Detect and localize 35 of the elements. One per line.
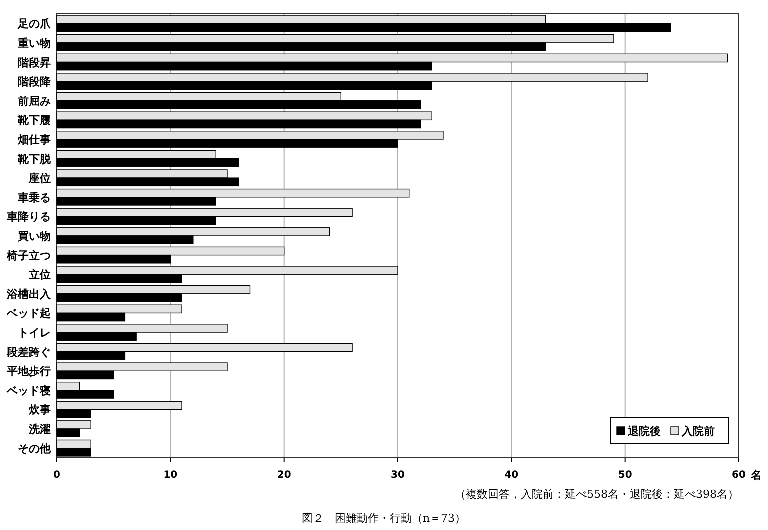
x-tick-label: 30 (391, 470, 405, 481)
y-tick-label: 足の爪 (17, 18, 52, 31)
x-tick-label: 20 (277, 470, 292, 481)
y-tick-label: 段差跨ぐ (6, 346, 51, 359)
y-tick-label: 洗濯 (28, 423, 51, 436)
y-tick-label: ベッド起 (6, 307, 51, 320)
x-tick-label: 60 (732, 470, 746, 481)
y-tick-label: 椅子立つ (6, 249, 51, 262)
y-tick-label: 前屈み (17, 94, 51, 108)
x-tick-label: 10 (164, 470, 178, 481)
y-tick-label: 浴槽出入 (6, 288, 52, 301)
x-tick-label: 0 (54, 470, 61, 481)
y-tick-label: 炊事 (28, 404, 51, 417)
x-axis-title: 名 (750, 469, 762, 482)
text: （複数回答，入院前：延べ558名・退院後：延べ398名） (455, 488, 739, 501)
legend-label: 退院後 (627, 425, 661, 438)
y-tick-label: 畑仕事 (17, 133, 51, 146)
y-tick-label: 平地歩行 (6, 365, 51, 378)
y-tick-label: ベッド寝 (6, 384, 51, 398)
legend-label: 入院前 (681, 425, 715, 438)
y-tick-label: 車乗る (17, 191, 51, 204)
y-tick-label: 座位 (28, 172, 51, 186)
y-tick-label: 階段降 (18, 76, 52, 89)
y-tick-label: 買い物 (17, 230, 51, 243)
y-tick-label: 階段昇 (18, 56, 51, 70)
y-tick-label: 靴下履 (17, 114, 51, 128)
text: 図２ 困難動作・行動（n＝73） (302, 512, 466, 525)
x-tick-label: 50 (618, 470, 632, 481)
y-tick-label: トイレ (18, 326, 51, 340)
y-tick-label: 車降りる (6, 210, 51, 224)
y-tick-label: 靴下脱 (17, 152, 52, 166)
y-tick-label: その他 (18, 442, 52, 456)
y-tick-label: 重い物 (17, 36, 51, 50)
x-tick-label: 40 (504, 470, 519, 481)
y-tick-label: 立位 (28, 268, 51, 282)
